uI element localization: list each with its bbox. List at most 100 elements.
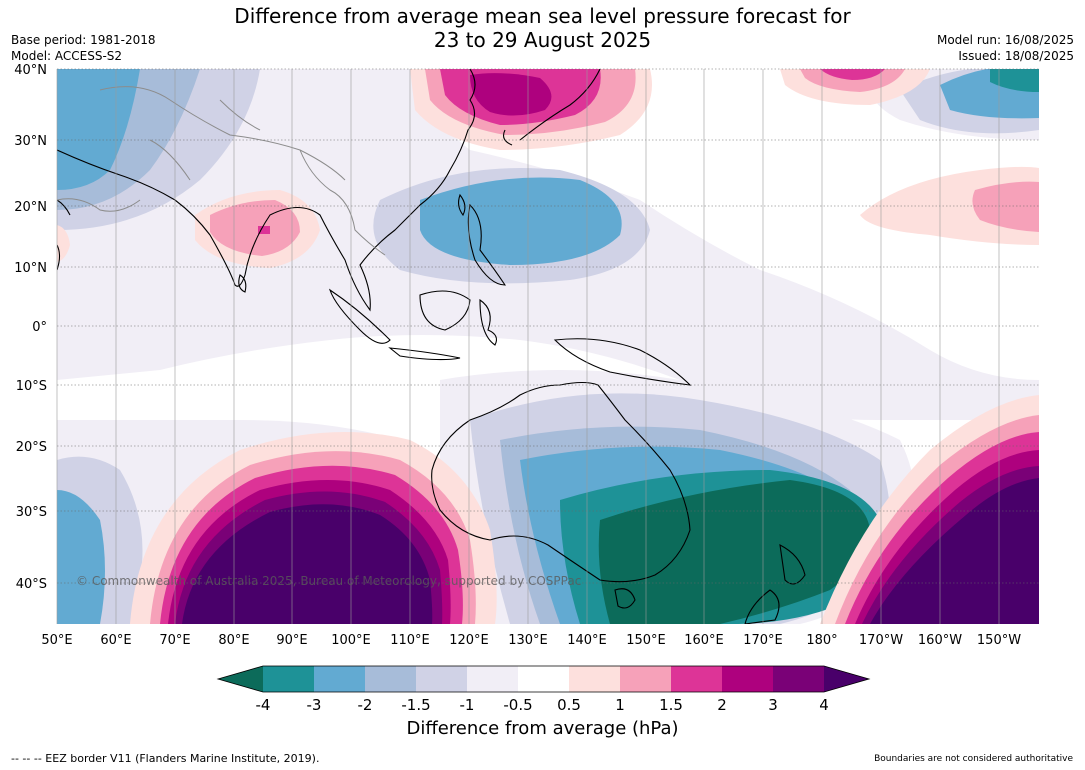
border-3 (149, 99, 261, 181)
colorbar-extend-high (824, 666, 869, 692)
lon-label: 60°E (100, 633, 131, 648)
sumatra-coast (328, 288, 391, 344)
lon-label: 100°E (331, 633, 371, 648)
colorbar-swatch (722, 666, 773, 692)
colorbar-tick: 4 (819, 696, 829, 714)
colorbar: -4 -3 -2 -1.5 -1 -0.5 0.5 1 1.5 2 3 4 (216, 665, 871, 714)
pressure-anomaly-map: 40°N 30°N 20°N 10°N 0° 10°S 20°S 30°S 40… (14, 63, 1039, 648)
colorbar-tick: -4 (256, 696, 271, 714)
pos-field-24 (258, 226, 270, 234)
title-line-1: Difference from average mean sea level p… (234, 4, 851, 28)
colorbar-swatch (671, 666, 722, 692)
colorbar-tick: 3 (768, 696, 778, 714)
pos-field-18 (800, 69, 905, 92)
lat-label: 30°N (14, 134, 47, 149)
model-name: Model: ACCESS-S2 (11, 49, 123, 63)
lon-label: 50°E (41, 633, 72, 648)
map-title: Difference from average mean sea level p… (0, 4, 1085, 52)
new-guinea-coast (553, 338, 692, 386)
lat-label: 10°N (14, 261, 47, 276)
base-period: Base period: 1981-2018 (11, 33, 156, 47)
tasmania-coast (614, 588, 636, 609)
colorbar-swatch (365, 666, 416, 692)
pos-field-21 (972, 181, 1039, 232)
lon-label: 110°E (390, 633, 430, 648)
colorbar-swatch (416, 666, 467, 692)
colorbar-tick: -3 (307, 696, 322, 714)
colorbar-swatch (773, 666, 824, 692)
lat-label: 40°S (16, 577, 47, 592)
issued-date: Issued: 18/08/2025 (958, 49, 1074, 63)
pos-field-25 (57, 225, 70, 262)
pos-field-23 (210, 200, 300, 256)
lat-label: 40°N (14, 63, 47, 78)
copyright-notice: © Commonwealth of Australia 2025, Bureau… (76, 574, 581, 588)
colorbar-ticks: -4 -3 -2 -1.5 -1 -0.5 0.5 1 1.5 2 3 4 (256, 696, 829, 714)
pos-field-19 (820, 69, 885, 80)
philippines-coast (467, 203, 507, 286)
meta-right: Model run: 16/08/2025 Issued: 18/08/2025 (937, 32, 1074, 64)
colorbar-swatch (314, 666, 365, 692)
lon-label: 180° (806, 633, 837, 648)
colorbar-extend-low (218, 666, 263, 692)
colorbar-tick: 1.5 (659, 696, 683, 714)
sulawesi-coast (479, 298, 497, 346)
border-1 (99, 86, 346, 181)
longitude-labels: 50°E 60°E 70°E 80°E 90°E 100°E 110°E 120… (41, 633, 1021, 648)
latitude-labels: 40°N 30°N 20°N 10°N 0° 10°S 20°S 30°S 40… (14, 63, 47, 592)
eez-note: -- -- -- EEZ border V11 (Flanders Marine… (11, 752, 320, 765)
neg-field-19 (598, 480, 870, 624)
lat-label: 20°S (16, 440, 47, 455)
title-line-2: 23 to 29 August 2025 (433, 28, 652, 52)
lon-label: 170°W (859, 633, 903, 648)
coastlines (57, 69, 806, 624)
lon-label: 140°E (567, 633, 607, 648)
colorbar-tick: -2 (358, 696, 373, 714)
colorbar-swatch (518, 666, 569, 692)
lon-label: 170°E (743, 633, 783, 648)
neg-field-12 (420, 177, 622, 265)
taiwan-coast (457, 193, 466, 217)
colorbar-swatch (467, 666, 518, 692)
model-run: Model run: 16/08/2025 (936, 33, 1074, 47)
lat-label: 30°S (16, 505, 47, 520)
sri-lanka-coast (238, 274, 247, 293)
lon-label: 80°E (218, 633, 249, 648)
lon-label: 130°E (508, 633, 548, 648)
australia-coast (431, 381, 691, 583)
border-2 (299, 149, 386, 256)
colorbar-tick: -1.5 (401, 696, 430, 714)
meridians (56, 69, 1000, 624)
colorbar-tick: -1 (460, 696, 475, 714)
lon-label: 90°E (276, 633, 307, 648)
lon-label: 150°E (626, 633, 666, 648)
lat-label: 10°S (16, 379, 47, 394)
lat-label: 20°N (14, 200, 47, 215)
anomaly-fields (57, 69, 1039, 624)
colorbar-tick: 2 (717, 696, 727, 714)
lon-label: 120°E (449, 633, 489, 648)
border-4 (57, 198, 141, 212)
colorbar-tick: 1 (615, 696, 625, 714)
meta-left: Base period: 1981-2018 Model: ACCESS-S2 (11, 32, 156, 64)
lon-label: 160°W (918, 633, 962, 648)
new-zealand-south (744, 589, 780, 624)
asia-coast (57, 69, 476, 312)
colorbar-tick: 0.5 (557, 696, 581, 714)
colorbar-swatches (216, 665, 871, 693)
japan-coast (503, 69, 601, 146)
colorbar-swatch (620, 666, 671, 692)
colorbar-title: Difference from average (hPa) (406, 718, 679, 739)
colorbar-swatch (569, 666, 620, 692)
pos-field-6 (182, 504, 433, 624)
pos-field-16 (470, 73, 552, 116)
graticule (57, 68, 1039, 584)
country-borders (57, 86, 386, 256)
pos-field-12 (870, 478, 1039, 624)
lat-label: 0° (32, 320, 47, 335)
colorbar-swatch (263, 666, 314, 692)
colorbar-tick: -0.5 (503, 696, 532, 714)
lon-label: 160°E (684, 633, 724, 648)
neg-field-18 (990, 69, 1039, 92)
boundary-disclaimer: Boundaries are not considered authoritat… (874, 754, 1073, 764)
